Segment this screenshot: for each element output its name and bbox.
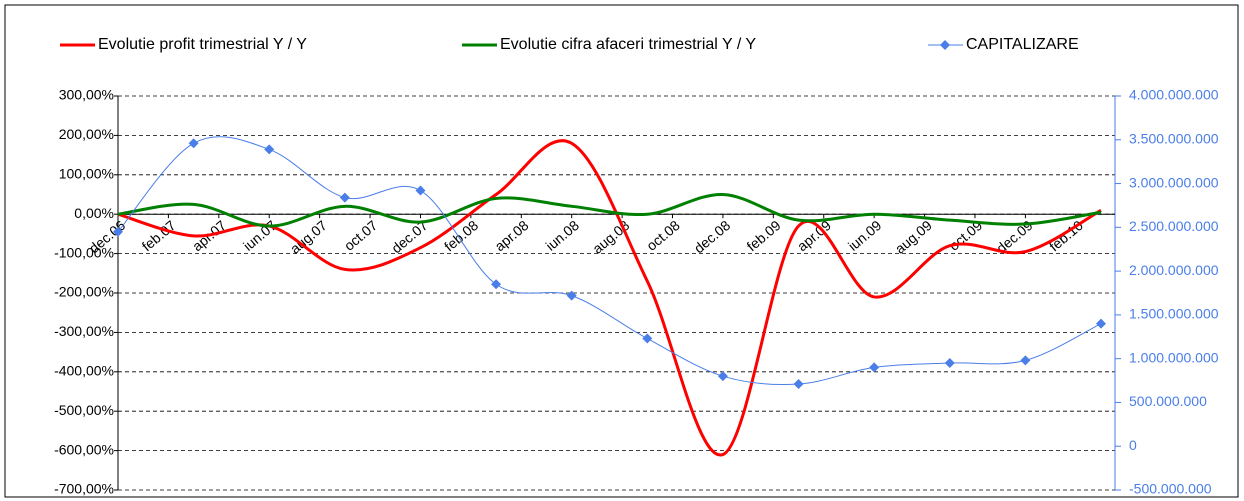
- legend-marker: [940, 40, 950, 50]
- y2-tick-label: 500.000.000: [1129, 393, 1207, 409]
- legend-label: Evolutie cifra afaceri trimestrial Y / Y: [500, 36, 756, 53]
- marker: [1020, 355, 1031, 366]
- marker: [944, 358, 955, 369]
- marker: [566, 290, 577, 301]
- marker: [491, 279, 502, 290]
- y-tick-label: -500,00%: [54, 402, 114, 418]
- y-tick-label: -600,00%: [54, 441, 114, 457]
- y2-tick-label: 1.500.000.000: [1129, 306, 1219, 322]
- series-line: [117, 192, 1102, 228]
- marker: [188, 138, 199, 149]
- y-tick-label: 100,00%: [59, 166, 114, 182]
- y2-tick-label: 2.000.000.000: [1129, 262, 1219, 278]
- marker: [869, 362, 880, 373]
- y-tick-label: -400,00%: [54, 363, 114, 379]
- marker: [642, 333, 653, 344]
- y2-tick-label: 2.500.000.000: [1129, 218, 1219, 234]
- y-tick-label: 0,00%: [74, 205, 114, 221]
- y2-tick-label: 3.000.000.000: [1129, 174, 1219, 190]
- y2-tick-label: 1.000.000.000: [1129, 349, 1219, 365]
- legend-label: CAPITALIZARE: [966, 36, 1079, 53]
- y2-tick-label: 4.000.000.000: [1129, 87, 1219, 103]
- y-tick-label: -300,00%: [54, 323, 114, 339]
- y2-tick-label: 3.500.000.000: [1129, 130, 1219, 146]
- marker: [793, 379, 804, 390]
- legend-label: Evolutie profit trimestrial Y / Y: [98, 36, 307, 53]
- marker: [339, 192, 350, 203]
- y-tick-label: 200,00%: [59, 126, 114, 142]
- series-line: [117, 139, 1102, 457]
- marker: [264, 144, 275, 155]
- marker: [1096, 318, 1106, 329]
- y2-tick-label: 0: [1129, 437, 1137, 453]
- marker: [113, 226, 123, 237]
- y-tick-label: -100,00%: [54, 244, 114, 260]
- y2-tick-label: -500.000.000: [1129, 481, 1212, 497]
- y-tick-label: 300,00%: [59, 87, 114, 103]
- marker: [717, 371, 728, 382]
- y-tick-label: -700,00%: [54, 481, 114, 497]
- marker: [415, 185, 426, 196]
- y-tick-label: -200,00%: [54, 284, 114, 300]
